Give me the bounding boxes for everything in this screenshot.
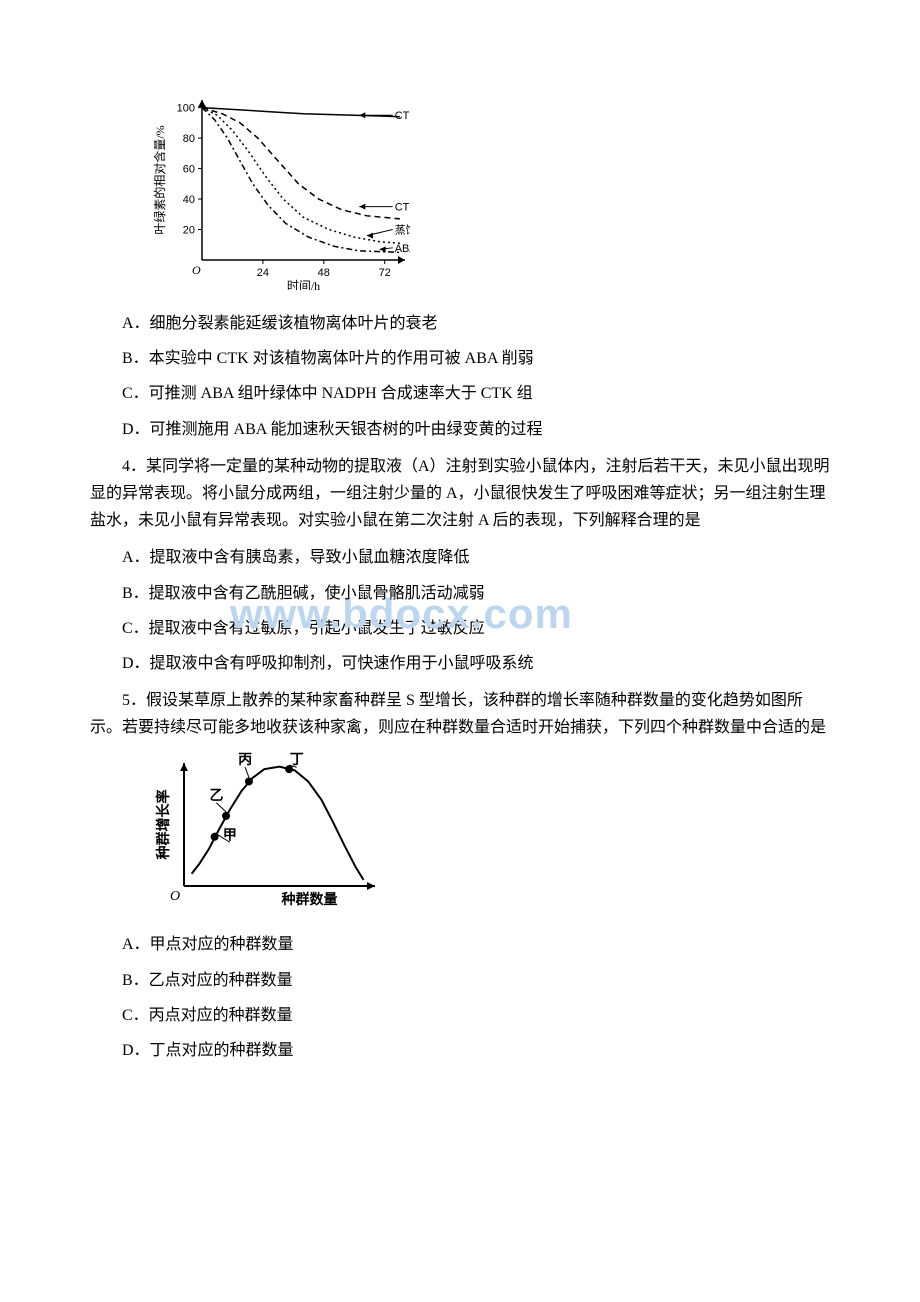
svg-text:O: O bbox=[192, 263, 201, 277]
q3-option-b: B．本实验中 CTK 对该植物离体叶片的作用可被 ABA 削弱 bbox=[122, 345, 830, 372]
q5-chart: O甲乙丙丁种群数量种群增长率 bbox=[150, 751, 830, 911]
svg-text:CTK+ABA: CTK+ABA bbox=[395, 202, 410, 214]
q3-option-d: D．可推测施用 ABA 能加速秋天银杏树的叶由绿变黄的过程 bbox=[122, 416, 830, 443]
svg-text:乙: 乙 bbox=[209, 788, 223, 804]
q5-option-d: D．丁点对应的种群数量 bbox=[122, 1037, 830, 1064]
svg-text:时间/h: 时间/h bbox=[287, 279, 320, 290]
svg-text:CTK: CTK bbox=[395, 110, 410, 122]
svg-text:叶绿素的相对含量/%: 叶绿素的相对含量/% bbox=[152, 125, 167, 234]
q5-option-a: A．甲点对应的种群数量 bbox=[122, 931, 830, 958]
q5-option-c: C．丙点对应的种群数量 bbox=[122, 1002, 830, 1029]
svg-text:100: 100 bbox=[177, 103, 195, 115]
q4-stem: 4．某同学将一定量的某种动物的提取液（A）注射到实验小鼠体内，注射后若干天，未见… bbox=[90, 453, 830, 535]
svg-text:蒸馏水: 蒸馏水 bbox=[395, 223, 410, 237]
q4-option-c: C．提取液中含有过敏原，引起小鼠发生了过敏反应 bbox=[122, 615, 830, 642]
q5-option-b: B．乙点对应的种群数量 bbox=[122, 967, 830, 994]
q4-option-d: D．提取液中含有呼吸抑制剂，可快速作用于小鼠呼吸系统 bbox=[122, 650, 830, 677]
svg-text:甲: 甲 bbox=[223, 828, 237, 844]
q4-option-b: B．提取液中含有乙酰胆碱，使小鼠骨骼肌活动减弱 bbox=[122, 580, 830, 607]
svg-text:O: O bbox=[170, 889, 180, 904]
q3-option-c: C．可推测 ABA 组叶绿体中 NADPH 合成速率大于 CTK 组 bbox=[122, 380, 830, 407]
svg-text:80: 80 bbox=[183, 133, 195, 145]
svg-text:24: 24 bbox=[257, 267, 269, 279]
svg-text:40: 40 bbox=[183, 194, 195, 206]
svg-text:48: 48 bbox=[318, 267, 330, 279]
svg-text:种群数量: 种群数量 bbox=[281, 891, 338, 908]
q4-option-a: A．提取液中含有胰岛素，导致小鼠血糖浓度降低 bbox=[122, 544, 830, 571]
svg-text:ABA: ABA bbox=[395, 243, 410, 255]
q5-stem: 5．假设某草原上散养的某种家畜种群呈 S 型增长，该种群的增长率随种群数量的变化… bbox=[90, 687, 830, 741]
svg-text:60: 60 bbox=[183, 164, 195, 176]
q3-option-a: A．细胞分裂素能延缓该植物离体叶片的衰老 bbox=[122, 310, 830, 337]
svg-text:种群增长率: 种群增长率 bbox=[155, 790, 172, 861]
svg-text:20: 20 bbox=[183, 225, 195, 237]
q3-chart: 20 40 60 80 100 24 48 72 O 时间/h 叶绿素的相对含量/% CTK CTK+A… bbox=[150, 90, 830, 290]
svg-text:丙: 丙 bbox=[238, 753, 252, 769]
svg-text:72: 72 bbox=[379, 267, 391, 279]
